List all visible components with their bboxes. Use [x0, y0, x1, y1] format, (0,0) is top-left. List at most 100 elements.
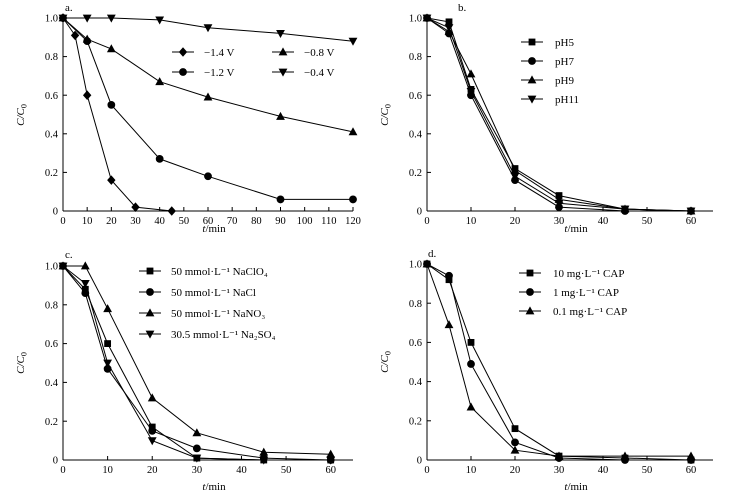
y-tick-label: 0 — [417, 456, 422, 467]
panel-a: 0 10 20 30 40 50 60 70 80 90 100 110 120 0 0.2 0.4 0.6 0.… — [15, 2, 361, 235]
legend-label: 0.1 mg·L⁻¹ CAP — [553, 306, 627, 318]
y-tick-label: 0.4 — [409, 129, 423, 140]
y-axis-label: C/C0 — [15, 352, 29, 374]
x-tick-label: 60 — [686, 465, 697, 476]
data-point — [203, 24, 213, 33]
y-tick-label: 0.8 — [409, 52, 422, 63]
data-point — [466, 69, 476, 78]
legend-marker — [179, 68, 187, 76]
x-axis-label: t/min — [202, 481, 226, 493]
legend-label: −1.2 V — [204, 67, 235, 79]
x-tick-label: 50 — [179, 216, 190, 227]
legend-item: 30.5 mmol·L⁻¹ Na₂SO₄ — [139, 329, 276, 341]
data-point — [107, 175, 116, 185]
series-3 — [422, 14, 696, 216]
data-point — [349, 195, 357, 204]
legend-item: −0.8 V — [272, 47, 335, 59]
data-point — [276, 30, 285, 39]
data-point — [511, 438, 519, 447]
legend-item: pH7 — [521, 56, 574, 68]
legend-label: 50 mmol·L⁻¹ NaClO₄ — [171, 266, 268, 278]
series-line — [62, 17, 172, 212]
data-point — [82, 34, 92, 43]
x-tick-label: 60 — [686, 216, 697, 227]
legend-label: 10 mg·L⁻¹ CAP — [553, 268, 624, 280]
data-point — [104, 340, 112, 347]
legend: 50 mmol·L⁻¹ NaClO₄ 50 mmol·L⁻¹ NaCl 50 mmo… — [139, 266, 276, 341]
x-tick-label: 0 — [60, 465, 65, 476]
legend-marker — [528, 38, 536, 46]
data-point — [620, 451, 630, 460]
legend-label: pH5 — [555, 37, 574, 49]
y-axis-label: C/C0 — [15, 104, 29, 126]
legend-item: −0.4 V — [272, 67, 335, 79]
x-tick-label: 10 — [82, 216, 93, 227]
panel-label: b. — [458, 2, 467, 14]
legend-marker — [146, 267, 154, 275]
x-tick-label: 40 — [154, 216, 165, 227]
data-point — [80, 261, 90, 270]
y-tick-label: 0.2 — [45, 417, 58, 428]
legend-item: 50 mmol·L⁻¹ NaCl — [139, 287, 256, 299]
legend-item: 10 mg·L⁻¹ CAP — [519, 268, 624, 280]
data-point — [259, 447, 269, 456]
data-point — [204, 172, 212, 181]
y-tick-label: 0.8 — [409, 299, 422, 310]
y-tick-label: 0.2 — [409, 168, 422, 179]
legend-marker — [278, 47, 288, 56]
data-point — [259, 456, 269, 465]
legend-marker — [145, 330, 155, 339]
y-tick-label: 0 — [53, 207, 58, 218]
data-point — [444, 320, 454, 329]
y-tick-label: 1.0 — [45, 262, 58, 273]
x-tick-label: 0 — [424, 216, 429, 227]
data-point — [554, 199, 564, 208]
panel-d: 0 10 20 30 40 50 60 0 0.2 0.4 0.6 0.8 1.0 t/min C/C0 d.… — [379, 248, 713, 493]
series-3 — [58, 262, 336, 465]
legend-marker — [527, 95, 537, 104]
legend-label: −0.4 V — [304, 67, 335, 79]
legend-label: 30.5 mmol·L⁻¹ Na₂SO₄ — [171, 329, 276, 341]
x-tick-label: 30 — [192, 465, 203, 476]
series-3 — [58, 14, 358, 46]
panel-label: c. — [65, 249, 73, 261]
legend: pH5 pH7 pH9 pH11 — [521, 37, 579, 106]
data-point — [192, 454, 202, 463]
legend-item: 50 mmol·L⁻¹ NaClO₄ — [139, 266, 268, 278]
y-tick-label: 1.0 — [45, 14, 58, 25]
data-point — [155, 154, 164, 163]
y-tick-label: 0.2 — [45, 168, 58, 179]
series-2 — [422, 259, 696, 460]
y-tick-label: 0.4 — [45, 129, 59, 140]
legend-label: pH11 — [555, 94, 579, 106]
data-point — [686, 207, 696, 216]
data-point — [107, 100, 116, 109]
legend-marker — [528, 57, 536, 65]
legend-marker — [527, 75, 537, 84]
legend-item: 0.1 mg·L⁻¹ CAP — [519, 306, 627, 318]
x-tick-label: 0 — [60, 216, 65, 227]
data-point — [103, 359, 113, 368]
x-tick-label: 20 — [106, 216, 117, 227]
x-tick-label: 60 — [203, 216, 214, 227]
legend-label: pH9 — [555, 75, 574, 87]
y-tick-label: 0.6 — [45, 91, 58, 102]
x-tick-label: 120 — [345, 216, 361, 227]
data-point — [148, 427, 157, 435]
series-0 — [58, 13, 176, 216]
data-point — [348, 127, 358, 136]
x-tick-label: 50 — [281, 465, 292, 476]
legend-marker — [525, 306, 535, 315]
x-tick-label: 30 — [554, 465, 565, 476]
legend-label: 50 mmol·L⁻¹ NaCl — [171, 287, 256, 299]
data-point — [422, 259, 432, 268]
legend-marker — [146, 288, 154, 296]
legend-item: −1.4 V — [172, 47, 235, 59]
y-tick-label: 0.4 — [409, 377, 423, 388]
data-point — [620, 205, 630, 214]
legend-label: pH7 — [555, 56, 574, 68]
x-tick-label: 10 — [466, 465, 477, 476]
y-tick-label: 0 — [53, 456, 58, 467]
data-point — [147, 437, 157, 446]
legend-marker — [145, 308, 155, 317]
